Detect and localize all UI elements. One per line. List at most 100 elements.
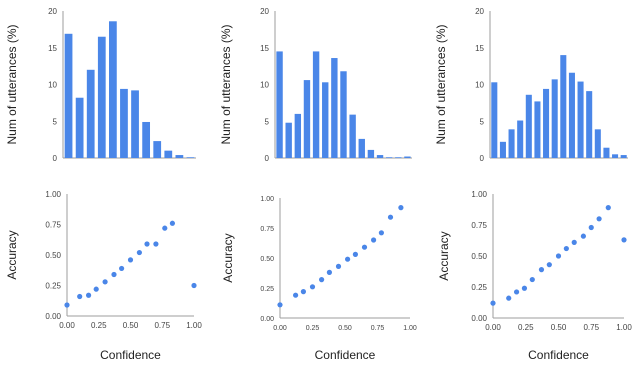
bar bbox=[358, 138, 365, 158]
y-tick-label: 0.50 bbox=[260, 256, 274, 263]
x-tick-label: 0.00 bbox=[59, 321, 75, 330]
y-tick-label: 15 bbox=[475, 44, 484, 53]
y-tick-label: 1.00 bbox=[45, 190, 61, 199]
data-point bbox=[513, 289, 520, 295]
x-tick-label: 1.00 bbox=[616, 323, 632, 332]
x-axis-label: Confidence bbox=[100, 348, 161, 362]
data-point bbox=[127, 257, 134, 263]
data-point bbox=[191, 282, 197, 289]
y-tick-label: 5 bbox=[265, 117, 270, 126]
x-tick-label: 1.00 bbox=[186, 321, 202, 330]
data-point bbox=[588, 224, 594, 231]
x-tick-label: 0.75 bbox=[583, 323, 599, 332]
y-tick-label: 0.00 bbox=[260, 316, 274, 323]
bar bbox=[340, 71, 347, 158]
data-point bbox=[326, 269, 332, 275]
x-tick-label: 0.50 bbox=[123, 321, 139, 330]
x-tick-label: 0.00 bbox=[273, 325, 287, 332]
bar bbox=[508, 129, 515, 158]
data-point bbox=[309, 284, 316, 290]
data-point bbox=[77, 293, 83, 300]
x-axis-label: Confidence bbox=[315, 348, 376, 362]
y-tick-label: 1.00 bbox=[260, 196, 274, 203]
chart-panel-2: 0 5 10 15 20 Num of utterances (%) bbox=[219, 7, 412, 163]
bar bbox=[577, 81, 584, 158]
bar bbox=[131, 90, 139, 158]
y-tick-label: 20 bbox=[260, 7, 269, 16]
bar bbox=[376, 155, 384, 158]
data-point bbox=[64, 302, 70, 308]
data-point bbox=[300, 289, 306, 295]
bar bbox=[612, 154, 619, 158]
data-point bbox=[93, 286, 99, 292]
data-point bbox=[546, 262, 552, 268]
bar bbox=[86, 69, 95, 158]
x-tick-label: 0.25 bbox=[518, 323, 534, 332]
y-tick-label: 1.00 bbox=[471, 190, 487, 199]
bar bbox=[594, 129, 601, 158]
bar bbox=[560, 55, 567, 158]
data-point bbox=[521, 285, 528, 291]
data-point bbox=[398, 205, 404, 211]
data-point bbox=[378, 230, 384, 236]
bar bbox=[322, 82, 329, 158]
y-tick-label: 0 bbox=[53, 154, 58, 163]
chart-panel-4: 0.00 0.25 0.50 0.75 1.00 Accuracy 0.00 0.25 0.50… bbox=[5, 190, 202, 362]
data-point bbox=[490, 300, 496, 306]
bar bbox=[367, 149, 375, 158]
data-point bbox=[371, 237, 377, 243]
bar bbox=[142, 121, 151, 158]
y-tick-label: 15 bbox=[48, 44, 57, 53]
y-axis-label: Num of utterances (%) bbox=[434, 24, 448, 144]
bar bbox=[620, 155, 627, 158]
data-point bbox=[596, 216, 602, 222]
y-tick-label: 5 bbox=[480, 117, 485, 126]
bar bbox=[499, 141, 506, 158]
bar bbox=[404, 156, 411, 158]
data-point bbox=[345, 256, 351, 262]
chart-panel-1: 0 5 10 15 20 Num of utterances (%) bbox=[5, 7, 196, 163]
y-tick-label: 0.50 bbox=[45, 251, 61, 260]
bar bbox=[385, 157, 393, 158]
bar bbox=[603, 147, 610, 158]
data-point bbox=[162, 225, 168, 231]
data-point bbox=[144, 241, 150, 247]
y-tick-label: 10 bbox=[475, 81, 484, 90]
data-point bbox=[605, 205, 611, 211]
bar bbox=[331, 58, 338, 158]
data-point bbox=[352, 251, 358, 257]
bar bbox=[395, 157, 402, 158]
bar bbox=[97, 36, 106, 159]
y-tick-label: 0.25 bbox=[260, 286, 274, 293]
bar bbox=[109, 21, 117, 158]
x-axis-label: Confidence bbox=[528, 348, 589, 362]
bar bbox=[64, 33, 73, 158]
y-tick-label: 0.00 bbox=[471, 314, 487, 323]
y-tick-label: 0.75 bbox=[45, 221, 61, 230]
y-axis-label: Num of utterances (%) bbox=[219, 24, 233, 144]
bar bbox=[175, 155, 184, 158]
x-tick-label: 0.25 bbox=[91, 321, 107, 330]
chart-panel-5: 0.00 0.25 0.50 0.75 1.00 Accuracy 0.00 0.25 0.50… bbox=[221, 196, 417, 362]
x-tick-label: 0.25 bbox=[306, 325, 320, 332]
y-tick-label: 15 bbox=[260, 44, 269, 53]
y-axis-label: Num of utterances (%) bbox=[5, 24, 19, 144]
y-tick-label: 0 bbox=[265, 154, 270, 163]
bar bbox=[120, 88, 128, 158]
bar bbox=[312, 51, 320, 158]
data-point bbox=[293, 292, 299, 298]
y-tick-label: 10 bbox=[48, 81, 57, 90]
data-point bbox=[277, 302, 283, 308]
y-axis-label: Accuracy bbox=[221, 233, 235, 282]
bar bbox=[303, 80, 311, 158]
bar bbox=[568, 72, 575, 158]
y-tick-label: 0 bbox=[480, 154, 485, 163]
y-tick-label: 0.50 bbox=[471, 252, 487, 261]
data-point bbox=[102, 279, 108, 285]
bar bbox=[551, 79, 558, 158]
x-tick-label: 0.00 bbox=[485, 323, 501, 332]
y-tick-label: 0.00 bbox=[45, 312, 61, 321]
x-tick-label: 0.75 bbox=[154, 321, 170, 330]
data-point bbox=[335, 263, 342, 269]
